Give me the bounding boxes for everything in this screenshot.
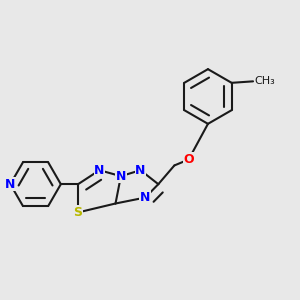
Text: CH₃: CH₃ [254,76,275,86]
Text: N: N [135,164,146,177]
Text: N: N [116,170,126,183]
Text: N: N [94,164,105,177]
Text: N: N [5,178,16,191]
Text: O: O [183,153,194,166]
Text: S: S [74,206,82,219]
Text: N: N [140,191,150,204]
